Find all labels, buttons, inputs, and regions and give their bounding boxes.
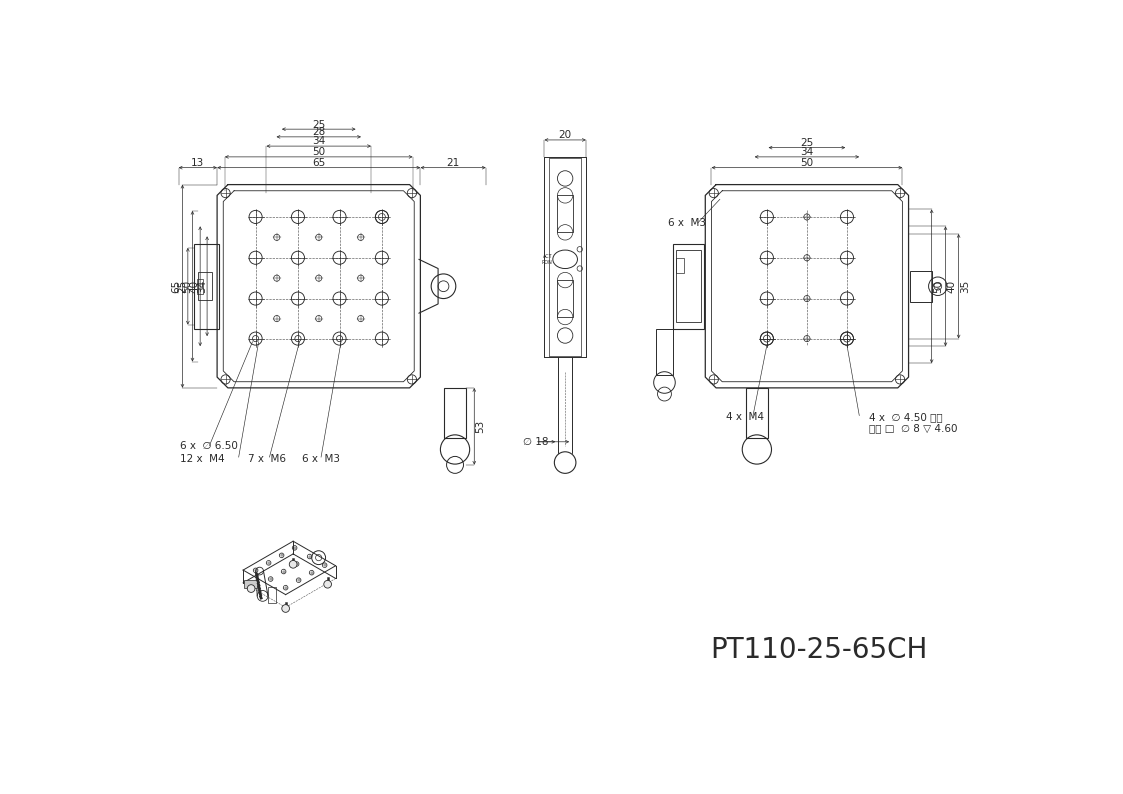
Text: 6 x  M3: 6 x M3: [302, 453, 340, 464]
Text: 13: 13: [191, 158, 204, 168]
Text: 50: 50: [801, 158, 813, 168]
Text: 4 x  M4: 4 x M4: [727, 412, 765, 422]
Text: 50: 50: [312, 147, 326, 157]
Bar: [676, 258, 684, 273]
Bar: [746, 388, 768, 438]
Text: 21: 21: [447, 158, 459, 168]
Text: 34: 34: [312, 137, 326, 146]
Bar: [245, 580, 257, 588]
Text: 34: 34: [801, 147, 813, 157]
Text: 34: 34: [197, 279, 207, 293]
Bar: [656, 329, 673, 375]
Circle shape: [290, 561, 296, 569]
Text: 53: 53: [475, 420, 485, 433]
Text: 65: 65: [312, 158, 326, 168]
Text: 25: 25: [177, 279, 188, 293]
Text: ACT
RON: ACT RON: [542, 254, 553, 264]
Text: 50: 50: [933, 279, 943, 293]
Bar: [557, 195, 573, 233]
Circle shape: [282, 605, 290, 612]
Text: 35: 35: [960, 279, 970, 293]
Bar: [557, 280, 573, 317]
Text: 65: 65: [172, 279, 181, 293]
Text: 40: 40: [947, 279, 957, 293]
Text: 40: 40: [190, 279, 200, 293]
Circle shape: [323, 580, 331, 588]
Bar: [197, 279, 203, 294]
Text: ∅ 18: ∅ 18: [523, 437, 548, 447]
Text: 12 x  M4: 12 x M4: [180, 453, 225, 464]
Bar: [673, 244, 704, 329]
Text: 25: 25: [312, 120, 326, 129]
Text: PT110-25-65CH: PT110-25-65CH: [711, 636, 928, 664]
Text: 4 x  ∅ 4.50 贯穿: 4 x ∅ 4.50 贯穿: [868, 412, 942, 422]
Text: 50: 50: [182, 279, 192, 293]
Bar: [676, 250, 701, 322]
Bar: [445, 388, 466, 438]
Text: 28: 28: [312, 127, 326, 137]
Text: 背面 □  ∅ 8 ▽ 4.60: 背面 □ ∅ 8 ▽ 4.60: [868, 423, 957, 433]
Bar: [910, 271, 932, 302]
Text: 7 x  M6: 7 x M6: [248, 453, 286, 464]
Circle shape: [247, 584, 255, 592]
Bar: [268, 588, 276, 603]
Text: 20: 20: [558, 130, 572, 141]
Text: 6 x  ∅ 6.50: 6 x ∅ 6.50: [180, 441, 238, 451]
Text: 25: 25: [801, 138, 813, 148]
Bar: [198, 272, 212, 300]
Text: 6 x  M3: 6 x M3: [668, 218, 706, 228]
Bar: [194, 244, 219, 329]
